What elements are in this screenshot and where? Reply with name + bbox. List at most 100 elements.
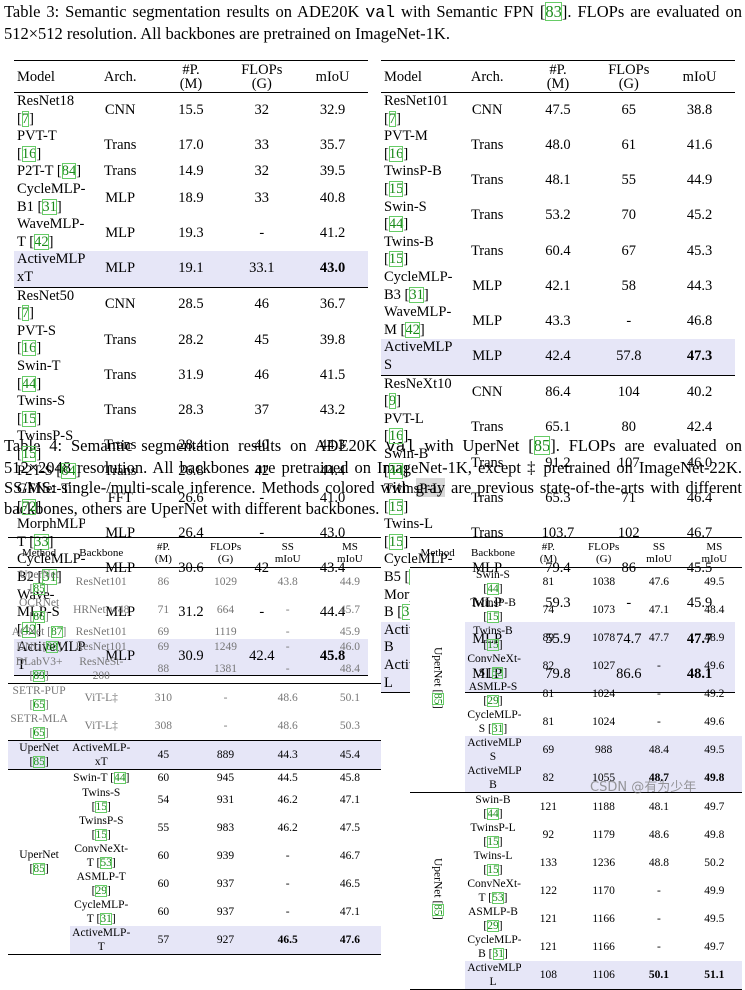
table-cell: ViT-L‡ [84, 692, 118, 704]
table-cell: 57.8 [593, 339, 665, 376]
table-cell: 44.4 [319, 463, 346, 480]
table-cell: 664 [216, 604, 235, 616]
table-cell: 49.7 [704, 801, 725, 813]
table-cell: 65.3 [545, 489, 571, 506]
table-cell: 32 [254, 101, 270, 118]
table-cell: 310 [154, 692, 173, 704]
table-cell: 45.2 [686, 207, 713, 224]
table-cell: 46.5 [339, 877, 360, 890]
method-cell: DLabV3+ [89] [8, 655, 71, 684]
table-cell: 48.6 [648, 829, 670, 841]
table-cell: 86 [157, 576, 170, 588]
method-cell: SETR-MLA [65] [8, 712, 71, 741]
table-cell: 92 [542, 829, 555, 841]
table-cell: 33 [254, 136, 270, 153]
table-cell: Twins-S [15] [82, 786, 121, 813]
table-cell: 44.3 [686, 277, 713, 294]
table-cell: 32 [254, 163, 270, 180]
table-cell: Trans [103, 331, 137, 348]
table-cell: 49.8 [686, 764, 742, 793]
header-cell: Arch. [451, 60, 523, 93]
caption-text: with Semantic FPN [83]. FLOPs are evalua… [4, 2, 742, 43]
table-cell: 48.4 [631, 736, 687, 764]
table-cell: 1024 [592, 716, 616, 728]
table-cell: 48.1 [545, 172, 571, 189]
header-cell: Model [381, 60, 452, 93]
table-cell: 48.6 [277, 692, 298, 704]
table-cell: - [259, 489, 265, 506]
table-row: ACNet [87] ResNet101 69 1119 - 45.9 [8, 624, 381, 640]
table-cell: 31.2 [178, 604, 204, 621]
table-cell: MLP [472, 312, 503, 329]
header-cell: #P. (M) [522, 60, 594, 93]
table-cell: 61 [621, 136, 637, 153]
table-cell: ActiveMLP-xT [70, 740, 133, 770]
table-cell: CycleMLP-B3 [31] [384, 268, 452, 303]
table-cell: MLP [472, 277, 503, 294]
table-row: UperNet [85] ResNet101 86 1029 43.8 44.9 [8, 568, 381, 597]
table-cell: 1055 [575, 764, 632, 793]
table-row: SETR-PUP [65] ViT-L‡ 310 - 48.6 50.1 [8, 684, 381, 713]
table-cell: 18.9 [178, 189, 204, 206]
table-cell: PVT-T [16] [17, 128, 57, 162]
table-cell: Twins-B [15] [473, 625, 513, 651]
table-cell: 47.7 [648, 632, 670, 644]
table-cell: Trans [470, 489, 504, 506]
table-cell: Swin-S [44] [384, 198, 427, 233]
table-cell: 48.4 [704, 604, 725, 616]
table-cell: - [657, 913, 661, 925]
table-cell: ConvNeXt-T [53] [467, 878, 521, 904]
method-name: SETR-PUP [65] [12, 685, 66, 711]
table-cell: ASMLP-B [29] [468, 906, 518, 932]
table-cell: 107 [617, 454, 640, 471]
table-cell: Twins-L [15] [473, 850, 513, 876]
table-cell: 40 [254, 437, 270, 454]
table-cell: CNN [471, 384, 503, 401]
table-row: PVT-S [16] Trans 28.2 45 39.8 [14, 323, 368, 358]
header-cell: mIoU [664, 60, 735, 93]
table-cell: 31.9 [178, 366, 204, 383]
table-cell: 60 [157, 905, 170, 918]
method-name: UperNet [85] [431, 647, 444, 709]
table-cell: P2T-S [84] [17, 463, 81, 480]
table-cell: 937 [216, 905, 235, 918]
table-cell: P2T-T [84] [17, 163, 82, 180]
table-cell: 49.9 [704, 885, 725, 897]
table-cell: 931 [216, 793, 235, 806]
table-row: UperNet [85] Swin-B [44] 121 1188 48.1 49.7 [410, 792, 742, 990]
table-cell: TwinsP-S [15] [17, 428, 74, 462]
table-cell: ResNet101 [75, 576, 127, 588]
table-cell: - [657, 716, 661, 728]
table-cell: 1166 [592, 941, 615, 953]
table-cell: CycleMLP-B [31] [467, 934, 521, 960]
table-cell: - [223, 692, 228, 704]
table-cell: 47.6 [318, 925, 381, 954]
table-cell: 308 [132, 712, 195, 741]
table-cell: 49.6 [704, 660, 725, 672]
table-cell: 69 [157, 625, 170, 638]
table-cell: 39.8 [319, 331, 346, 348]
method-cell: UperNet [85] [8, 769, 71, 954]
table-cell: 46.4 [686, 489, 713, 506]
table-cell: 38.8 [686, 101, 713, 118]
table-cell: 28.5 [178, 296, 204, 313]
table-row: CycleMLP-S [31] 81 1024 - 49.6 [410, 708, 742, 736]
table-cell: 1027 [592, 660, 616, 672]
method-name: DNL [88] [16, 641, 62, 654]
results-table: Method Backbone #P. (M) FLOPs (G) SS mIoU MS … [410, 537, 742, 990]
header-cell: Method [410, 537, 466, 568]
caption-code: val [385, 437, 416, 456]
caption-code: val [365, 3, 396, 22]
table-cell: 44.9 [339, 576, 360, 588]
table-cell: 48.7 [631, 764, 687, 793]
table-cell: 937 [216, 877, 235, 890]
table-cell: 60 [157, 771, 170, 784]
table-cell: ResNet18 [7] [17, 93, 75, 127]
table-cell: 49.2 [704, 688, 725, 700]
method-cell: DNL [88] [8, 640, 70, 656]
table-cell: TwinsP-L [15] [470, 822, 516, 848]
table-cell: 108 [520, 961, 576, 990]
table-cell: 121 [539, 913, 557, 925]
results-table: Model Arch. #P. (M) FLOPs (G) mIoU ResNet101 … [381, 60, 735, 694]
table-cell: 39.5 [319, 163, 346, 180]
